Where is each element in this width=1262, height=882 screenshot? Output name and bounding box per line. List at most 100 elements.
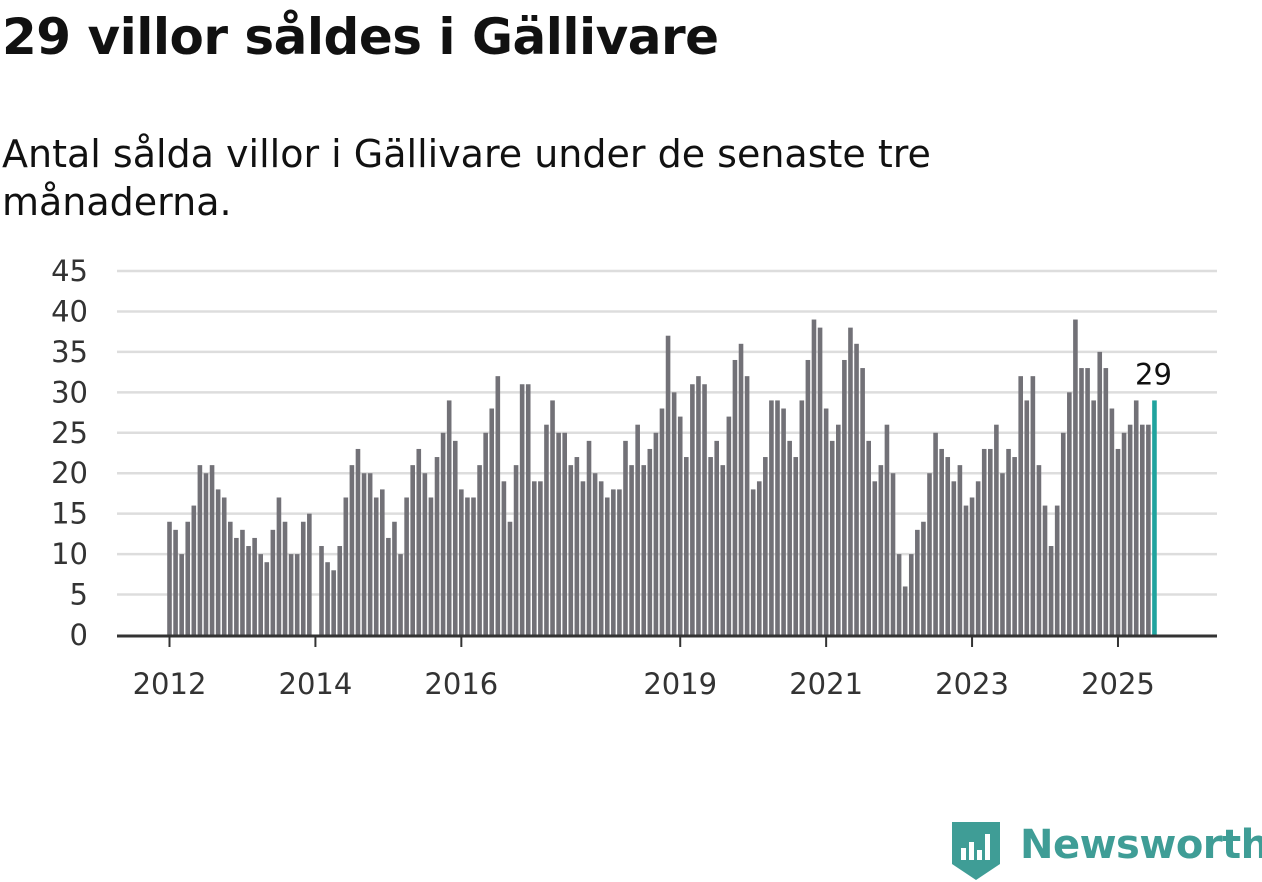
- bar: [836, 424, 841, 635]
- bar: [684, 457, 689, 635]
- bar: [556, 432, 561, 635]
- bar: [568, 465, 574, 635]
- bar: [945, 457, 951, 635]
- bar: [690, 384, 695, 635]
- bar: [750, 489, 756, 635]
- bar: [276, 497, 282, 635]
- bar: [641, 465, 647, 635]
- bar: [1006, 448, 1011, 635]
- bar: [167, 521, 172, 635]
- bar: [823, 408, 829, 635]
- bar: [988, 448, 993, 635]
- bar: [215, 489, 221, 635]
- bar: [1073, 319, 1078, 635]
- bar: [270, 529, 276, 635]
- bar: [209, 465, 215, 635]
- bar: [726, 416, 732, 635]
- bar: [234, 537, 239, 635]
- bar: [477, 465, 482, 635]
- bar: [994, 424, 999, 635]
- x-tick-label-2019: 2019: [643, 667, 717, 701]
- bar: [744, 376, 750, 635]
- bar: [416, 448, 422, 635]
- bar: [896, 554, 902, 635]
- bar: [343, 497, 349, 635]
- bar: [240, 529, 245, 635]
- bar: [969, 497, 975, 635]
- bar: [246, 546, 251, 635]
- bar: [908, 554, 914, 635]
- bar: [604, 497, 610, 635]
- bar: [282, 521, 288, 635]
- bar: [738, 343, 744, 635]
- bar: [483, 432, 488, 635]
- bar: [933, 432, 938, 635]
- bar: [915, 529, 920, 635]
- bar: [647, 448, 653, 635]
- bar: [696, 376, 701, 635]
- bar: [258, 554, 263, 635]
- bars: [167, 319, 1157, 635]
- bar: [459, 489, 464, 635]
- bar: [1079, 368, 1084, 635]
- bar-highlight: [1152, 400, 1157, 635]
- y-tick-label-45: 45: [51, 254, 88, 288]
- bar: [446, 400, 452, 635]
- bar: [860, 368, 865, 635]
- bar: [562, 432, 567, 635]
- bar: [884, 424, 890, 635]
- y-tick-label-0: 0: [70, 618, 88, 652]
- y-tick-label-35: 35: [51, 335, 88, 369]
- bar: [763, 457, 768, 635]
- bar: [404, 497, 409, 635]
- bar: [617, 489, 622, 635]
- bar: [288, 554, 294, 635]
- bar: [532, 481, 537, 635]
- bar: [598, 481, 604, 635]
- bar: [221, 497, 227, 635]
- x-tick-label-2012: 2012: [133, 667, 207, 701]
- bar: [392, 521, 397, 635]
- y-tick-label-10: 10: [51, 537, 88, 571]
- bar: [325, 562, 330, 635]
- bar: [732, 359, 738, 635]
- bar: [361, 473, 367, 635]
- bar: [799, 400, 805, 635]
- bar: [191, 505, 197, 635]
- x-tick-label-2025: 2025: [1081, 667, 1155, 701]
- bar: [586, 440, 592, 635]
- bar: [544, 424, 549, 635]
- bar: [1054, 505, 1060, 635]
- bar: [708, 457, 713, 635]
- latest-value-label: 29: [1135, 357, 1172, 391]
- y-tick-label-5: 5: [70, 578, 88, 612]
- bar: [781, 408, 786, 635]
- newsworthy-logo-icon: [952, 822, 1000, 880]
- bar: [550, 400, 555, 635]
- bar: [331, 570, 336, 635]
- bar: [927, 473, 932, 635]
- bar: [428, 497, 434, 635]
- chart-subtitle: Antal sålda villor i Gällivare under de …: [2, 132, 931, 224]
- bar: [1133, 400, 1139, 635]
- bar: [1067, 392, 1072, 635]
- bar: [300, 521, 306, 635]
- bar: [264, 562, 270, 635]
- bar: [1000, 473, 1005, 635]
- bar: [1091, 400, 1096, 635]
- bar: [714, 440, 719, 635]
- x-tick-label-2021: 2021: [789, 667, 863, 701]
- bar: [1024, 400, 1030, 635]
- bar: [1121, 432, 1127, 635]
- bar: [349, 465, 355, 635]
- bar: [398, 554, 403, 635]
- bar: [805, 359, 811, 635]
- bar: [507, 521, 513, 635]
- bar: [501, 481, 507, 635]
- y-tick-label-30: 30: [51, 375, 88, 409]
- bar: [1060, 432, 1066, 635]
- bar: [380, 489, 385, 635]
- bar: [848, 327, 853, 635]
- bar: [842, 359, 847, 635]
